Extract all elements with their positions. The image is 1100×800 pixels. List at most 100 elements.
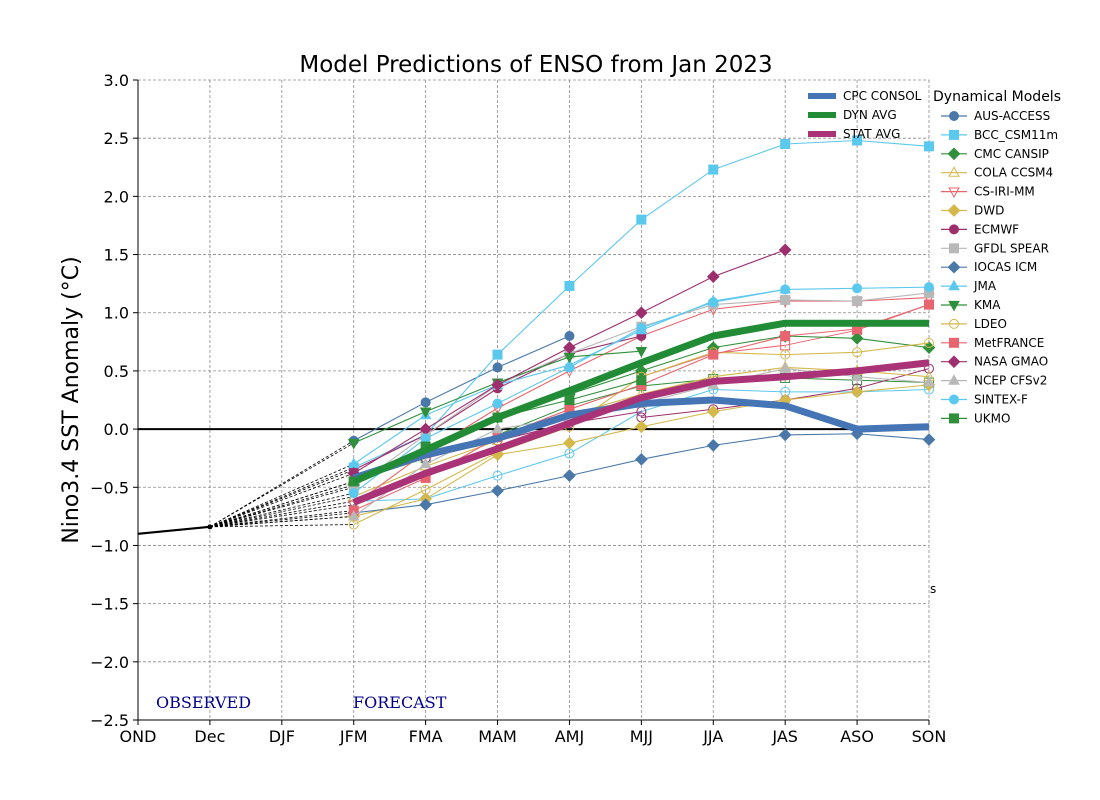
series-marker [492, 398, 503, 409]
consensus-line [352, 319, 929, 485]
legend-model-marker [949, 111, 959, 121]
legend-model-label: BCC_CSM11m [974, 128, 1058, 142]
series-marker [347, 438, 360, 450]
consensus-line [352, 396, 930, 482]
x-tick-label: JJA [702, 727, 723, 746]
series-marker [780, 349, 791, 360]
x-tick-label: SON [912, 727, 947, 746]
legend-model-marker [947, 260, 961, 274]
consensus-line [352, 359, 930, 506]
series-marker [492, 362, 503, 373]
legend-consensus-label: DYN AVG [843, 108, 897, 122]
legend-model-marker [947, 204, 961, 217]
series-marker [851, 370, 863, 381]
legend: CPC CONSOL DYN AVG STAT AVG Dynamical Model… [808, 89, 1061, 425]
series-marker [708, 164, 719, 175]
series-marker [636, 214, 647, 225]
series-marker [564, 395, 575, 405]
series-marker [780, 331, 791, 341]
series-marker [419, 457, 432, 469]
forecast-annotation: FORECAST [353, 693, 447, 712]
y-tick-label: −2.5 [90, 711, 129, 730]
y-axis-label: Nino3.4 SST Anomaly (°C) [59, 256, 84, 543]
y-tick-label: 0.0 [104, 420, 129, 439]
y-tick-label: 2.0 [104, 187, 129, 206]
legend-model-label: IOCAS ICM [974, 260, 1037, 274]
x-tick-label: ASO [840, 727, 874, 746]
legend-consensus-label: STAT AVG [843, 127, 900, 141]
series-marker [491, 422, 504, 434]
legend-model-marker [949, 224, 959, 235]
connector-line [209, 510, 354, 528]
series-marker [778, 428, 792, 442]
y-tick-label: 0.5 [104, 362, 129, 381]
series-marker [778, 243, 792, 257]
legend-model-marker [948, 279, 960, 291]
x-tick-label: OND [120, 727, 157, 746]
legend-model-label: LDEO [974, 317, 1007, 331]
series-marker [706, 270, 720, 283]
series-marker [563, 469, 576, 482]
legend-model-label: AUS-ACCESS [974, 109, 1050, 123]
series-marker [852, 296, 863, 307]
series-line [353, 139, 930, 468]
series-marker [636, 322, 647, 333]
legend-model-marker [949, 318, 959, 329]
series-marker [420, 484, 431, 495]
series-marker [924, 337, 934, 348]
y-tick-label: 1.0 [104, 304, 129, 323]
series-marker [635, 420, 648, 434]
x-tick-label: AMJ [555, 727, 584, 746]
legend-model-label: KMA [974, 298, 1001, 312]
series-marker [850, 385, 864, 399]
y-tick-label: −2.0 [90, 653, 129, 672]
series-marker [923, 376, 935, 387]
connector-line [209, 469, 354, 528]
legend-model-label: UKMO [974, 411, 1010, 425]
x-tick-label: JFM [339, 727, 368, 746]
y-tick-label: −1.5 [90, 595, 129, 614]
series-marker [780, 139, 791, 149]
series-marker [420, 397, 431, 408]
series-marker [348, 488, 359, 499]
series-line [353, 335, 570, 442]
connector-line [209, 512, 354, 528]
legend-model-marker [949, 394, 959, 405]
connector-line [209, 442, 354, 528]
series-marker [492, 349, 503, 360]
stray-annotation: s [930, 582, 936, 596]
series-marker [491, 484, 504, 498]
series-marker [635, 453, 648, 466]
extra-series-marker [492, 470, 503, 481]
legend-model-label: NCEP CFSv2 [974, 374, 1047, 388]
series-marker [636, 375, 647, 386]
y-tick-label: 3.0 [104, 71, 129, 90]
axes: −2.5 −2.0 −1.5 −1.0 −0.5 0.0 0.5 1.0 1.5 2.0 2.5 3.… [90, 71, 946, 746]
legend-title: Dynamical Models [933, 89, 1061, 105]
observed-annotation: OBSERVED [156, 693, 251, 712]
y-tick-label: 2.5 [104, 129, 129, 148]
legend-consensus-label: CPC CONSOL [843, 89, 922, 103]
observed-line [137, 525, 211, 535]
series-marker [780, 294, 791, 305]
series-marker [563, 436, 576, 450]
series-marker [563, 341, 576, 354]
series-marker [635, 347, 648, 358]
legend-model-label: ECMWF [974, 222, 1019, 236]
y-tick-label: −1.0 [90, 536, 129, 555]
series-marker [564, 362, 575, 373]
connector-line [209, 515, 354, 528]
legend-model-label: SINTEX-F [974, 393, 1028, 407]
series-marker [924, 141, 934, 152]
connector-line [209, 481, 354, 528]
series-marker [922, 433, 936, 446]
series-marker [706, 405, 720, 418]
connector-line [209, 500, 354, 528]
x-tick-label: JAS [771, 727, 798, 746]
legend-model-marker [949, 129, 959, 140]
x-tick-label: MAM [478, 727, 517, 746]
series-marker [852, 283, 863, 294]
grid-lines [137, 79, 930, 721]
legend-model-marker [948, 166, 960, 177]
